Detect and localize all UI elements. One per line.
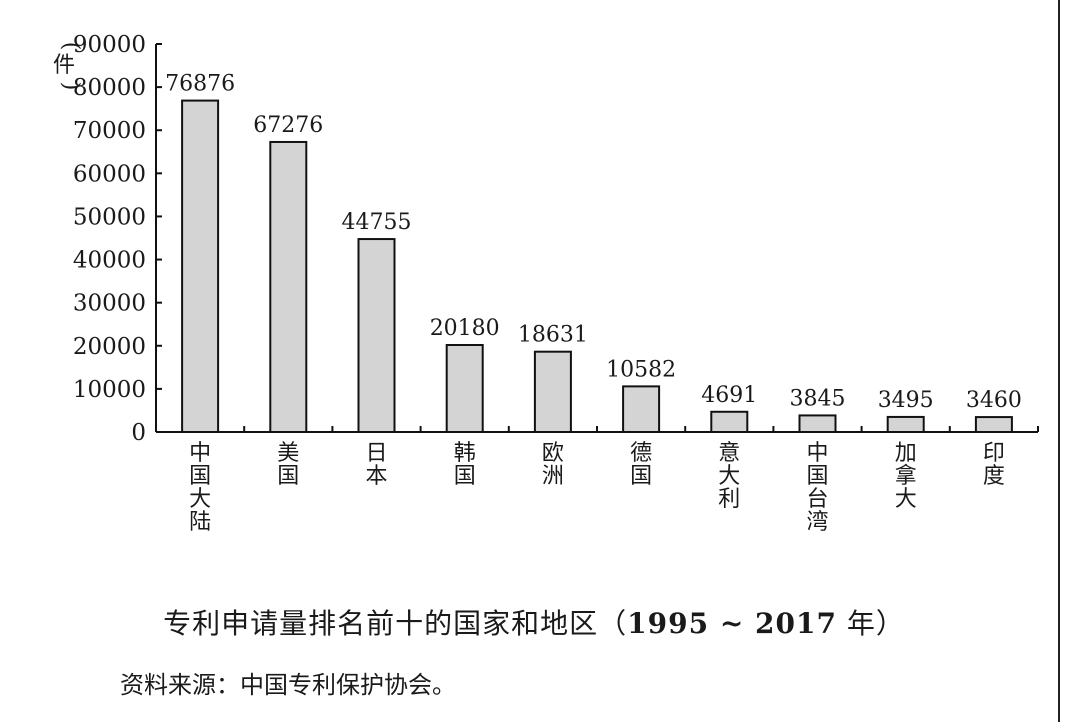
y-tick-label: 20000 (73, 334, 146, 360)
caption-years: 1995 ~ 2017 (627, 607, 837, 640)
bar-value-label: 10582 (606, 357, 676, 382)
category-label: 加拿大 (895, 441, 917, 512)
category-label: 欧洲 (542, 441, 564, 489)
y-axis: 0 10000 20000 30000 40000 50000 60000 70000 8000… (73, 32, 162, 446)
category-label: 中国台湾 (806, 441, 828, 535)
y-tick-label: 10000 (73, 377, 146, 403)
bars: 76876 67276 44755 20180 18631 10582 4691 3845 34… (165, 72, 1022, 434)
bar-value-label: 67276 (253, 113, 323, 138)
bar-value-label: 20180 (430, 316, 500, 341)
bar (357, 238, 396, 433)
bar-chart: ( 件 ) 0 10000 20000 30000 40000 50000 60000 700… (53, 32, 1039, 535)
y-tick-label: 40000 (73, 248, 146, 274)
bar (622, 385, 661, 433)
y-tick-label: 90000 (73, 32, 146, 58)
bar-value-label: 76876 (165, 72, 235, 97)
bar (181, 99, 220, 434)
y-tick-label: 30000 (73, 291, 146, 317)
y-axis-unit-label: 件 (53, 53, 75, 78)
bar-value-label: 3460 (966, 388, 1022, 413)
chart-caption: 专利申请量排名前十的国家和地区（1995 ~ 2017 年） (0, 602, 1068, 642)
bar-value-label: 18631 (518, 323, 588, 348)
y-tick-label: 60000 (73, 161, 146, 187)
bar (710, 410, 749, 434)
y-tick-label: 70000 (73, 118, 146, 144)
bar (533, 350, 572, 433)
category-label: 日本 (365, 441, 387, 489)
bar-value-label: 3495 (878, 388, 934, 413)
y-tick-label: 80000 (73, 75, 146, 101)
category-label: 韩国 (454, 441, 476, 489)
bar (974, 416, 1013, 434)
y-axis-unit-paren-close: ) (58, 82, 83, 91)
category-label: 意大利 (718, 441, 740, 512)
y-tick-label: 50000 (73, 204, 146, 230)
category-label: 美国 (277, 441, 299, 489)
bar-value-label: 44755 (342, 210, 412, 235)
bar (269, 140, 308, 433)
bar-value-label: 3845 (790, 386, 846, 411)
bar (445, 344, 484, 433)
category-label: 中国大陆 (189, 441, 211, 535)
x-axis: 中国大陆 美国 日本 韩国 欧洲 德国 意大利 中国台湾 加拿大 印度 (155, 426, 1039, 535)
bar (886, 415, 925, 434)
bar-value-label: 4691 (701, 383, 757, 408)
y-tick-label: 0 (131, 420, 146, 446)
y-axis-unit-paren-open: ( (58, 42, 83, 51)
right-edge-line (1058, 0, 1060, 722)
category-label: 德国 (630, 441, 652, 489)
caption-text-start: 专利申请量排名前十的国家和地区（ (163, 607, 628, 640)
source-note: 资料来源：中国专利保护协会。 (120, 671, 456, 699)
category-label: 印度 (983, 441, 1005, 489)
caption-text-end: 年） (836, 607, 905, 640)
bar (798, 414, 837, 433)
